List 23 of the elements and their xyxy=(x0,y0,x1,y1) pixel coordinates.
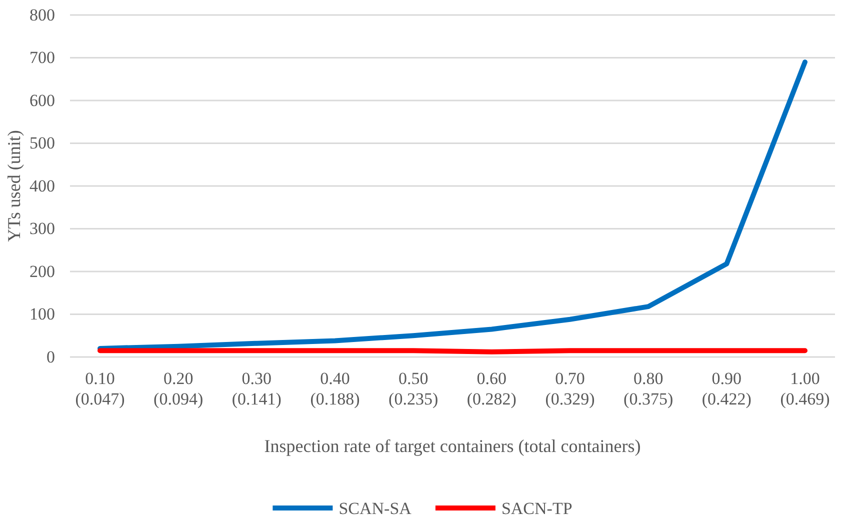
y-tick-label: 600 xyxy=(30,90,55,110)
legend-label: SACN-TP xyxy=(501,499,572,518)
y-tick-label: 700 xyxy=(30,48,55,68)
legend-label: SCAN-SA xyxy=(338,499,412,518)
x-tick-label: 0.50 (0.235) xyxy=(388,369,438,408)
x-tick-label: 0.40 (0.188) xyxy=(310,369,360,408)
y-tick-label: 500 xyxy=(30,134,55,153)
x-tick-label: 0.70 (0.329) xyxy=(545,369,595,408)
x-tick-label: 0.60 (0.282) xyxy=(466,369,516,408)
y-tick-label: 200 xyxy=(30,262,55,281)
x-tick-label: 0.90 (0.422) xyxy=(702,369,752,408)
y-axis-title: YTs used (unit) xyxy=(4,130,24,242)
y-tick-label: 800 xyxy=(30,5,55,24)
x-axis-title: Inspection rate of target containers (total containers) xyxy=(264,436,641,456)
x-tick-label: 0.30 (0.141) xyxy=(232,369,282,408)
x-tick-label: 0.20 (0.094) xyxy=(154,369,204,408)
x-tick-label: 0.10 (0.047) xyxy=(75,369,125,408)
y-tick-label: 100 xyxy=(30,304,55,324)
x-tick-label: 1.00 (0.469) xyxy=(780,369,830,408)
y-tick-label: 0 xyxy=(46,347,55,366)
x-tick-label: 0.80 (0.375) xyxy=(624,369,674,408)
y-tick-label: 300 xyxy=(30,219,55,238)
y-tick-label: 400 xyxy=(30,176,55,196)
